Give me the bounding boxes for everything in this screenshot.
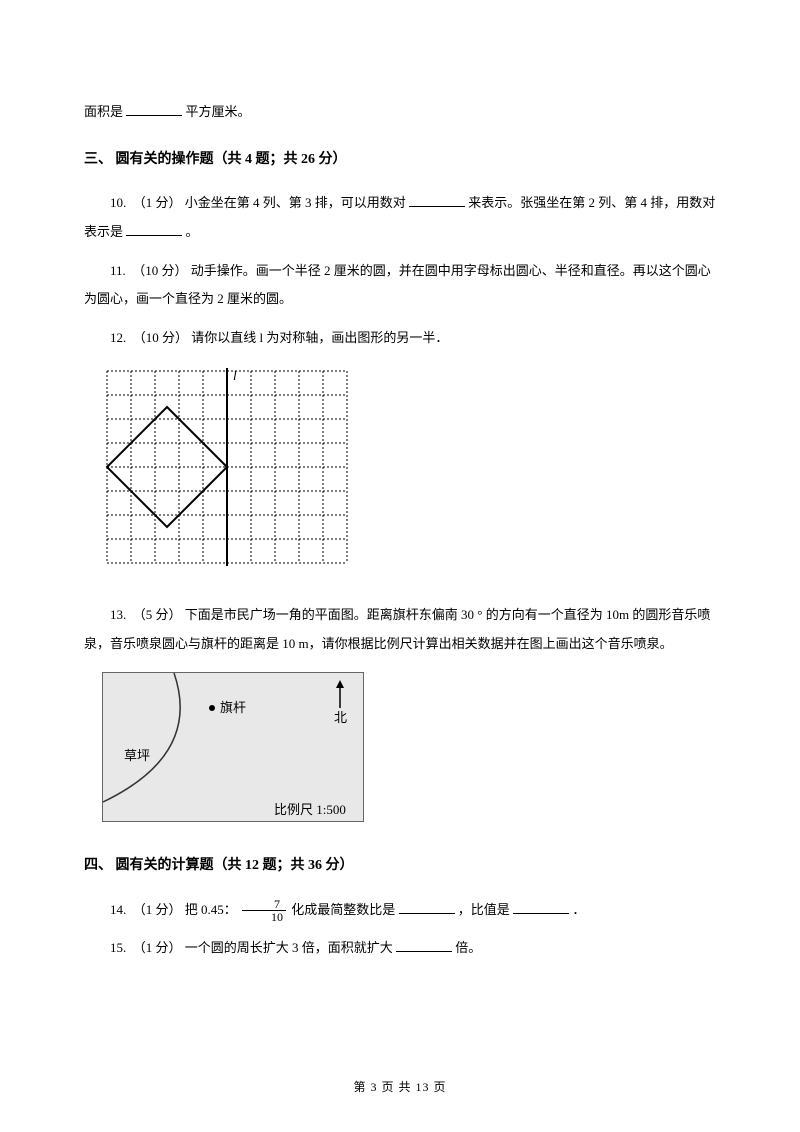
q14-t3: ，比值是 [458,902,510,917]
q15-t1: 一个圆的周长扩大 3 倍，面积就扩大 [185,940,393,955]
q15-points: （1 分） [133,940,182,955]
qtail-prefix: 面积是 [84,104,123,119]
q14-points: （1 分） [133,902,182,917]
blank-q15[interactable] [396,939,452,952]
q10-num: 10. [110,195,126,210]
blank-area[interactable] [126,103,182,116]
q10: 10. （1 分） 小金坐在第 4 列、第 3 排，可以用数对 来表示。张强坐在… [84,189,716,246]
q12-figure: l [102,366,716,583]
qtail-suffix: 平方厘米。 [186,104,251,119]
q13: 13. （5 分） 下面是市民广场一角的平面图。距离旗杆东偏南 30 ° 的方向… [84,601,716,658]
svg-text:旗杆: 旗杆 [220,700,246,715]
grid-svg: l [102,366,352,572]
q11: 11. （10 分） 动手操作。画一个半径 2 厘米的圆，并在圆中用字母标出圆心… [84,257,716,314]
q12-points: （10 分） [133,330,188,345]
svg-text:比例尺 1:500: 比例尺 1:500 [274,802,346,817]
q11-points: （10 分） [132,263,187,278]
section-4-heading: 四、 圆有关的计算题（共 12 题；共 36 分） [84,851,716,882]
q10-t3: 。 [186,224,199,239]
blank-q10b[interactable] [126,223,182,236]
q13-num: 13. [110,607,126,622]
q12-text: 请你以直线 l 为对称轴，画出图形的另一半． [191,330,448,345]
q13-points: （5 分） [133,607,182,622]
q12: 12. （10 分） 请你以直线 l 为对称轴，画出图形的另一半． [84,324,716,353]
page-footer: 第 3 页 共 13 页 [0,1074,800,1100]
q13-figure: 旗杆草坪 北比例尺 1:500 [102,672,716,833]
section-3-heading: 三、 圆有关的操作题（共 4 题；共 26 分） [84,145,716,176]
page-container: 面积是 平方厘米。 三、 圆有关的操作题（共 4 题；共 26 分） 10. （… [0,0,800,1132]
plaza-svg: 旗杆草坪 北比例尺 1:500 [102,672,364,822]
q15-num: 15. [110,940,126,955]
q14-t4: ． [572,902,585,917]
fraction-7-10: 7 10 [242,898,286,923]
q14: 14. （1 分） 把 0.45： 7 10 化成最简整数比是 ，比值是 ． [84,896,716,925]
q10-t1: 小金坐在第 4 列、第 3 排，可以用数对 [185,195,406,210]
blank-q14b[interactable] [513,901,569,914]
blank-q10a[interactable] [409,194,465,207]
blank-q14a[interactable] [399,901,455,914]
svg-text:北: 北 [334,710,347,725]
q14-t1: 把 0.45： [185,902,237,917]
q14-t2: 化成最简整数比是 [291,902,395,917]
q10-points: （1 分） [133,195,182,210]
frac-den: 10 [242,911,286,923]
q12-num: 12. [110,330,126,345]
q-prev-tail: 面积是 平方厘米。 [84,98,716,127]
q15-t2: 倍。 [455,940,481,955]
svg-text:l: l [233,368,237,383]
svg-text:草坪: 草坪 [124,748,150,763]
q14-num: 14. [110,902,126,917]
q11-num: 11. [110,263,126,278]
q15: 15. （1 分） 一个圆的周长扩大 3 倍，面积就扩大 倍。 [84,934,716,963]
